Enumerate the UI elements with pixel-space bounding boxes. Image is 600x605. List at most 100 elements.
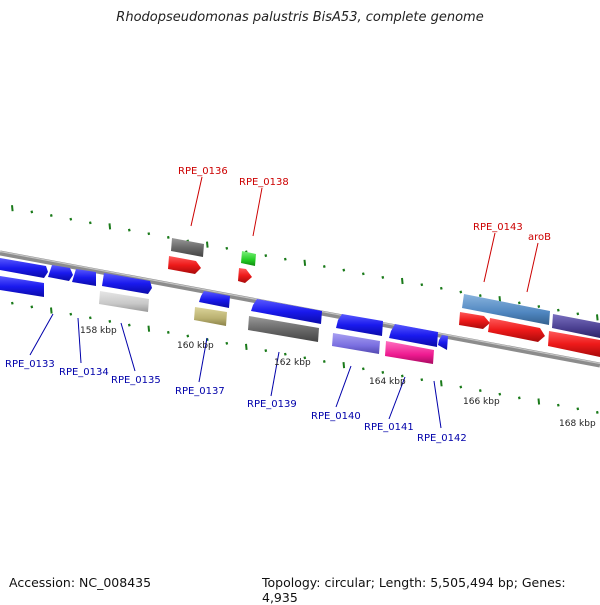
gene-labels-bottom: RPE_0133 RPE_0134 RPE_0135 RPE_0137 RPE_… bbox=[5, 359, 467, 444]
tick-mark bbox=[440, 380, 443, 387]
gene-right-red bbox=[548, 331, 600, 357]
tick-mark bbox=[401, 277, 404, 285]
tick-mark bbox=[381, 275, 385, 279]
tick-mark bbox=[88, 221, 92, 225]
tick-mark bbox=[147, 325, 151, 332]
tick-mark bbox=[108, 223, 112, 230]
tick-mark bbox=[556, 308, 560, 312]
tick-mark bbox=[420, 283, 424, 287]
position-labels: 158 kbp 160 kbp 162 kbp 164 kbp 166 kbp … bbox=[80, 326, 596, 429]
tick-mark bbox=[595, 410, 599, 414]
gene-rpe-0133-top bbox=[0, 258, 48, 278]
tick-mark bbox=[225, 246, 229, 250]
position-label: 164 kbp bbox=[369, 377, 406, 387]
position-label: 168 kbp bbox=[559, 419, 596, 429]
reverse-strand-genes bbox=[0, 276, 448, 364]
tick-mark bbox=[537, 305, 541, 308]
tick-mark bbox=[50, 307, 53, 314]
gene-rpe-0133-bottom bbox=[0, 276, 44, 297]
gene-rpe-0140-lav bbox=[332, 333, 380, 354]
position-label: 162 kbp bbox=[274, 358, 311, 368]
tick-mark bbox=[498, 392, 502, 396]
tick-mark bbox=[283, 257, 287, 261]
gene-rpe-0139-blue bbox=[251, 299, 322, 324]
topology-text: Topology: circular; Length: 5,505,494 bp… bbox=[262, 575, 566, 605]
tick-mark bbox=[166, 330, 170, 334]
tick-mark bbox=[49, 214, 53, 217]
tick-mark bbox=[342, 362, 346, 369]
tick-mark bbox=[264, 254, 268, 258]
tick-mark bbox=[439, 286, 443, 290]
gene-label: aroB bbox=[528, 232, 551, 243]
tick-mark bbox=[11, 205, 14, 212]
gene-rpe-0140-blue bbox=[336, 314, 383, 336]
tick-mark bbox=[478, 294, 482, 298]
tick-mark bbox=[303, 356, 307, 360]
gene-label: RPE_0143 bbox=[473, 222, 523, 233]
gene-rpe-0136-grey bbox=[171, 238, 204, 257]
tick-mark bbox=[537, 398, 541, 405]
tick-mark bbox=[10, 301, 14, 305]
tick-mark bbox=[245, 343, 248, 350]
tick-mark bbox=[225, 341, 229, 345]
leader-lines-top bbox=[190, 176, 539, 293]
gene-label: RPE_0140 bbox=[311, 411, 361, 422]
accession-text: Accession: NC_008435 bbox=[9, 575, 152, 590]
tick-mark bbox=[517, 301, 521, 305]
gene-label: RPE_0135 bbox=[111, 375, 161, 386]
gene-rpe-0141-blue bbox=[389, 324, 438, 347]
gene-rpe-0143-red bbox=[459, 312, 490, 329]
leader-lines-bottom bbox=[29, 313, 442, 429]
gene-labels-top: RPE_0136 RPE_0138 RPE_0143 aroB bbox=[178, 166, 551, 243]
gene-label: RPE_0136 bbox=[178, 166, 228, 177]
gene-rpe-0137-olive bbox=[194, 307, 227, 326]
tick-mark bbox=[361, 367, 365, 371]
tick-mark bbox=[206, 241, 209, 248]
gene-rpe-0138-red bbox=[238, 268, 252, 283]
gene-right-purple bbox=[552, 314, 600, 338]
tick-mark bbox=[576, 407, 580, 411]
tick-mark bbox=[596, 314, 599, 321]
tick-mark bbox=[420, 378, 424, 382]
tick-mark bbox=[381, 370, 385, 374]
gene-rpe-0139-grey bbox=[248, 316, 319, 342]
gene-label: RPE_0137 bbox=[175, 386, 225, 397]
tick-mark bbox=[517, 396, 521, 400]
gene-rpe-0135-top bbox=[102, 273, 152, 294]
gene-rpe-0138-green bbox=[241, 251, 256, 266]
tick-mark bbox=[342, 268, 346, 272]
gene-arob-red bbox=[488, 318, 545, 342]
gene-rpe-0142-blue bbox=[438, 335, 448, 350]
tick-mark bbox=[127, 228, 131, 232]
tick-mark bbox=[186, 334, 190, 338]
tick-mark bbox=[147, 232, 151, 236]
tick-mark bbox=[361, 272, 365, 276]
tick-mark bbox=[127, 323, 131, 327]
tick-mark bbox=[322, 265, 326, 268]
tick-mark bbox=[478, 389, 482, 393]
gene-rpe-0134-a bbox=[48, 265, 73, 281]
tick-mark bbox=[556, 403, 560, 407]
tick-mark bbox=[108, 319, 112, 323]
tick-mark bbox=[400, 374, 404, 378]
tick-mark bbox=[30, 210, 34, 214]
tick-mark bbox=[459, 385, 463, 389]
gene-rpe-0141-pink bbox=[385, 341, 434, 364]
tick-mark bbox=[69, 312, 73, 316]
gene-label: RPE_0139 bbox=[247, 399, 297, 410]
gene-rpe-0134-b bbox=[72, 269, 96, 286]
position-label: 160 kbp bbox=[177, 341, 214, 351]
tick-mark bbox=[166, 235, 170, 239]
gene-label: RPE_0133 bbox=[5, 359, 55, 370]
scale-ticks bbox=[10, 205, 599, 414]
genome-title: Rhodopseudomonas palustris BisA53, compl… bbox=[116, 10, 484, 25]
tick-mark bbox=[283, 352, 287, 356]
gene-rpe-0136-red bbox=[168, 256, 201, 274]
gene-rpe-0135-bottom bbox=[99, 291, 149, 312]
tick-mark bbox=[576, 312, 580, 316]
tick-mark bbox=[459, 290, 463, 294]
tick-mark bbox=[30, 305, 34, 309]
gene-rpe-0143-steel bbox=[462, 294, 550, 325]
gene-label: RPE_0142 bbox=[417, 433, 467, 444]
